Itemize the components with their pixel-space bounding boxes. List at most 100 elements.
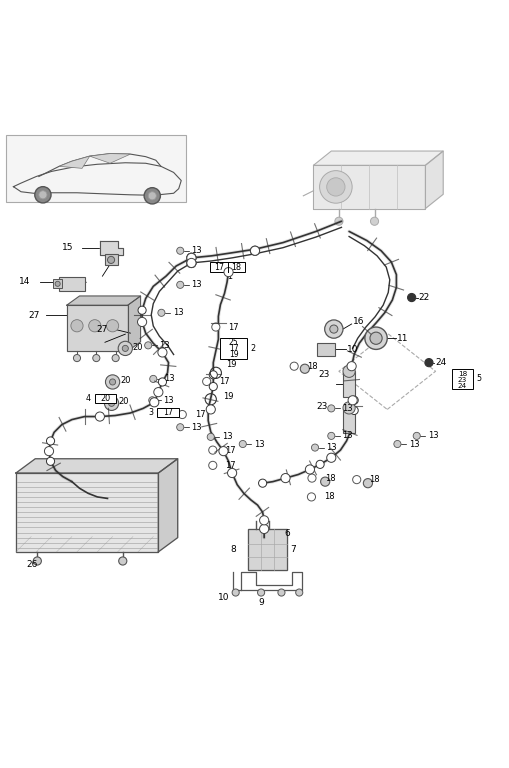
- Circle shape: [206, 406, 214, 413]
- Circle shape: [327, 405, 334, 412]
- Circle shape: [158, 310, 164, 316]
- Circle shape: [334, 217, 343, 225]
- Text: 16: 16: [352, 317, 364, 326]
- Text: 19: 19: [229, 350, 238, 359]
- Circle shape: [207, 433, 214, 441]
- Text: 17: 17: [194, 410, 205, 419]
- Text: 13: 13: [163, 396, 174, 405]
- Circle shape: [106, 319, 119, 332]
- Circle shape: [158, 348, 166, 357]
- Circle shape: [349, 396, 357, 404]
- Circle shape: [55, 281, 60, 286]
- Polygon shape: [128, 296, 140, 351]
- Bar: [451, 369, 472, 389]
- Text: 19: 19: [226, 360, 237, 369]
- Circle shape: [347, 362, 355, 371]
- Circle shape: [186, 258, 195, 267]
- Circle shape: [281, 474, 289, 482]
- Circle shape: [176, 247, 183, 254]
- Circle shape: [305, 465, 314, 474]
- Text: 18: 18: [324, 492, 334, 502]
- Circle shape: [343, 365, 354, 377]
- Circle shape: [219, 447, 227, 455]
- Circle shape: [320, 477, 329, 486]
- Circle shape: [44, 446, 53, 455]
- Circle shape: [112, 355, 119, 362]
- Circle shape: [259, 516, 268, 525]
- Circle shape: [307, 493, 315, 501]
- Text: 18: 18: [230, 263, 240, 272]
- Polygon shape: [67, 305, 128, 351]
- Bar: [317, 343, 335, 356]
- Bar: [67, 305, 128, 351]
- Circle shape: [148, 192, 156, 200]
- Text: 20: 20: [120, 376, 130, 385]
- Circle shape: [343, 402, 354, 414]
- Text: 17: 17: [225, 461, 236, 470]
- Circle shape: [424, 359, 432, 366]
- Text: 18: 18: [369, 475, 379, 484]
- Circle shape: [327, 432, 334, 439]
- Circle shape: [412, 432, 419, 439]
- Text: 11: 11: [397, 334, 408, 343]
- Circle shape: [158, 378, 166, 386]
- Circle shape: [202, 377, 210, 386]
- Bar: [16, 473, 158, 552]
- Text: 13: 13: [159, 341, 169, 350]
- Polygon shape: [16, 458, 177, 473]
- Text: 13: 13: [172, 308, 183, 317]
- Text: 27: 27: [96, 325, 107, 333]
- Text: 13: 13: [191, 422, 202, 432]
- Text: 19: 19: [222, 392, 233, 401]
- Text: 7: 7: [290, 545, 295, 554]
- Bar: [248, 529, 286, 570]
- Circle shape: [144, 187, 160, 204]
- Text: 24: 24: [457, 382, 466, 389]
- Circle shape: [349, 406, 357, 415]
- Circle shape: [186, 258, 195, 267]
- Circle shape: [118, 341, 132, 356]
- Circle shape: [324, 320, 343, 338]
- Bar: [59, 276, 84, 291]
- Polygon shape: [425, 151, 442, 209]
- Circle shape: [95, 412, 104, 421]
- Circle shape: [327, 454, 335, 462]
- Text: 24: 24: [434, 358, 445, 367]
- Circle shape: [104, 396, 119, 410]
- Circle shape: [107, 257, 115, 263]
- Circle shape: [186, 253, 195, 263]
- Text: 13: 13: [191, 280, 202, 290]
- Circle shape: [137, 317, 147, 326]
- Circle shape: [352, 475, 360, 484]
- Polygon shape: [16, 473, 158, 552]
- Circle shape: [260, 525, 268, 533]
- Circle shape: [290, 362, 298, 370]
- Circle shape: [209, 382, 217, 391]
- Polygon shape: [67, 296, 140, 305]
- Text: 13: 13: [342, 404, 352, 413]
- Circle shape: [145, 342, 152, 349]
- Circle shape: [122, 346, 128, 352]
- Text: 23: 23: [318, 370, 329, 379]
- Text: 20: 20: [132, 343, 142, 352]
- Circle shape: [208, 446, 216, 454]
- Circle shape: [280, 474, 290, 482]
- Circle shape: [326, 453, 335, 462]
- Bar: [210, 262, 244, 272]
- Circle shape: [218, 446, 228, 455]
- Text: 14: 14: [18, 277, 30, 286]
- Circle shape: [393, 441, 400, 448]
- Text: 17: 17: [225, 445, 236, 455]
- Text: 18: 18: [324, 474, 334, 482]
- Text: 13: 13: [221, 432, 232, 442]
- Text: 23: 23: [457, 377, 466, 383]
- Text: 1: 1: [227, 272, 232, 280]
- Polygon shape: [248, 529, 286, 570]
- Bar: [343, 371, 354, 397]
- Circle shape: [319, 170, 351, 204]
- Circle shape: [364, 327, 386, 349]
- Text: 8: 8: [230, 545, 236, 554]
- Circle shape: [300, 364, 309, 373]
- Text: 17: 17: [213, 263, 223, 272]
- Circle shape: [348, 396, 356, 405]
